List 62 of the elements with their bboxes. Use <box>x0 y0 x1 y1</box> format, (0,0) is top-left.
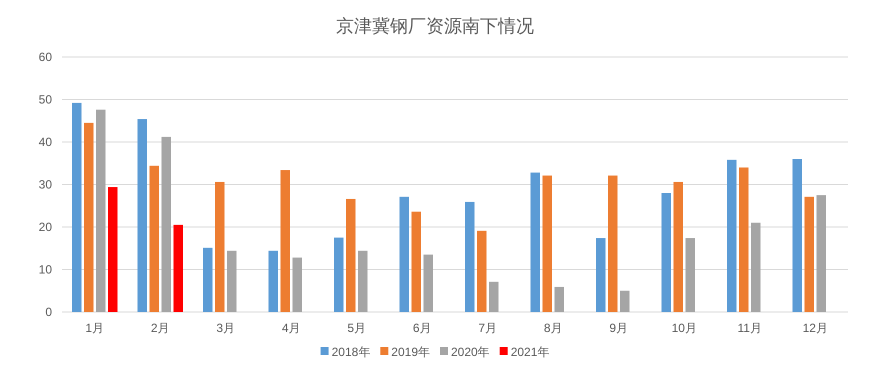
bar <box>477 230 486 312</box>
y-tick-label: 50 <box>38 92 52 106</box>
x-tick-label: 9月 <box>609 321 628 335</box>
bar <box>138 119 147 312</box>
bar <box>816 195 826 312</box>
bar <box>346 198 356 312</box>
bar <box>162 136 171 312</box>
bar <box>686 238 695 312</box>
bar <box>674 182 683 312</box>
y-tick-label: 20 <box>38 220 52 234</box>
bar <box>792 159 802 312</box>
y-tick-label: 30 <box>38 178 52 192</box>
bar <box>530 172 540 312</box>
bar <box>292 258 302 312</box>
bar <box>203 248 212 312</box>
bar <box>489 282 498 312</box>
x-tick-label: 12月 <box>802 321 828 335</box>
legend-label: 2020年 <box>451 345 490 359</box>
x-tick-label: 7月 <box>478 321 498 335</box>
bar <box>804 196 814 312</box>
bar <box>84 122 94 312</box>
bar <box>268 250 278 312</box>
bar <box>215 182 224 312</box>
legend-label: 2019年 <box>391 345 430 359</box>
bar <box>739 168 748 312</box>
x-tick-label: 4月 <box>282 321 301 335</box>
bar <box>400 196 409 312</box>
bar <box>727 160 736 312</box>
bar <box>108 187 118 312</box>
bar <box>174 224 183 312</box>
bar <box>554 286 564 312</box>
x-tick-label: 8月 <box>544 321 563 335</box>
bar <box>72 102 82 312</box>
bar <box>412 212 421 312</box>
bar <box>465 202 474 312</box>
bar <box>608 176 618 312</box>
y-tick-label: 40 <box>38 135 52 149</box>
bar <box>150 166 159 312</box>
y-tick-label: 10 <box>38 262 52 276</box>
bar <box>542 176 552 312</box>
legend-label: 2021年 <box>510 345 550 359</box>
x-tick-label: 6月 <box>412 321 432 335</box>
chart-title: 京津冀钢厂资源南下情况 <box>336 16 534 36</box>
x-tick-label: 10月 <box>672 321 697 335</box>
x-tick-label: 1月 <box>85 321 104 335</box>
x-tick-label: 2月 <box>150 321 170 335</box>
bar <box>424 254 433 312</box>
bar <box>280 170 290 312</box>
x-tick-label: 3月 <box>216 321 236 335</box>
bar <box>751 222 760 312</box>
bar <box>596 238 606 312</box>
bar <box>96 110 106 312</box>
bar <box>620 290 630 312</box>
y-tick-label: 60 <box>38 50 52 64</box>
bar <box>334 238 344 312</box>
bar <box>662 193 671 312</box>
y-tick-label: 0 <box>45 305 52 319</box>
bar <box>358 250 368 312</box>
x-tick-label: 5月 <box>347 321 366 335</box>
x-tick-label: 11月 <box>738 321 762 335</box>
legend-label: 2018年 <box>332 345 370 359</box>
bar <box>227 250 236 312</box>
